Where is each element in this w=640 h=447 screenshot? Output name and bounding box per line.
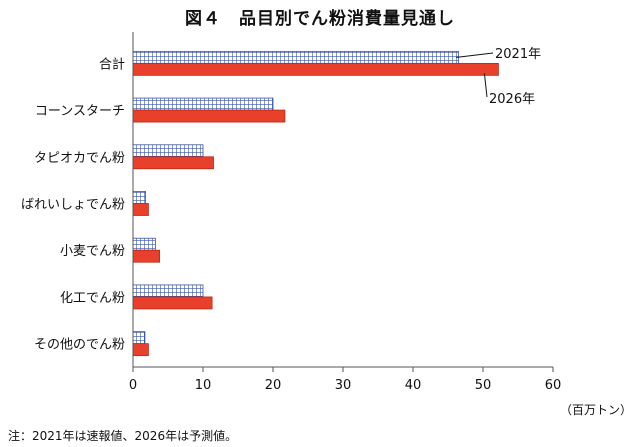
legend-label-2026: 2026年 <box>489 92 535 107</box>
x-tick-label: 40 <box>405 378 422 393</box>
x-tick-label: 50 <box>475 378 492 393</box>
x-tick-label: 20 <box>265 378 282 393</box>
footnote: 注：2021年は速報値、2026年は予測値。 <box>8 429 238 443</box>
bar <box>132 331 146 345</box>
bar <box>132 97 274 111</box>
bar <box>132 237 156 251</box>
bar <box>132 109 286 123</box>
bar <box>132 191 146 204</box>
legend-label-2021: 2021年 <box>495 47 541 62</box>
bar <box>132 343 149 357</box>
category-label: 化工でん粉 <box>60 291 125 306</box>
legend-leader-2021 <box>456 52 494 58</box>
x-tick-label: 30 <box>335 378 352 393</box>
category-label: ばれいしょでん粉 <box>21 198 125 213</box>
x-tick-label: 60 <box>545 378 562 393</box>
bar <box>132 249 161 263</box>
x-tick-label: 0 <box>129 378 137 393</box>
category-label: 合計 <box>99 56 125 72</box>
chart-title: 図４ 品目別でん粉消費量見通し <box>185 9 455 29</box>
legend-leader-2026 <box>483 73 488 98</box>
bar <box>132 284 204 298</box>
category-label: タピオカでん粉 <box>34 151 125 166</box>
x-tick-label: 10 <box>195 378 212 393</box>
category-label: 小麦でん粉 <box>60 244 125 259</box>
bar <box>132 156 214 170</box>
bar <box>132 296 213 310</box>
category-label: その他のでん粉 <box>34 338 125 353</box>
bar <box>132 203 149 216</box>
bar <box>132 50 459 64</box>
category-label: コーンスターチ <box>35 104 125 119</box>
bar <box>132 62 499 76</box>
unit-label: （百万トン） <box>560 403 632 417</box>
bar <box>132 144 204 158</box>
